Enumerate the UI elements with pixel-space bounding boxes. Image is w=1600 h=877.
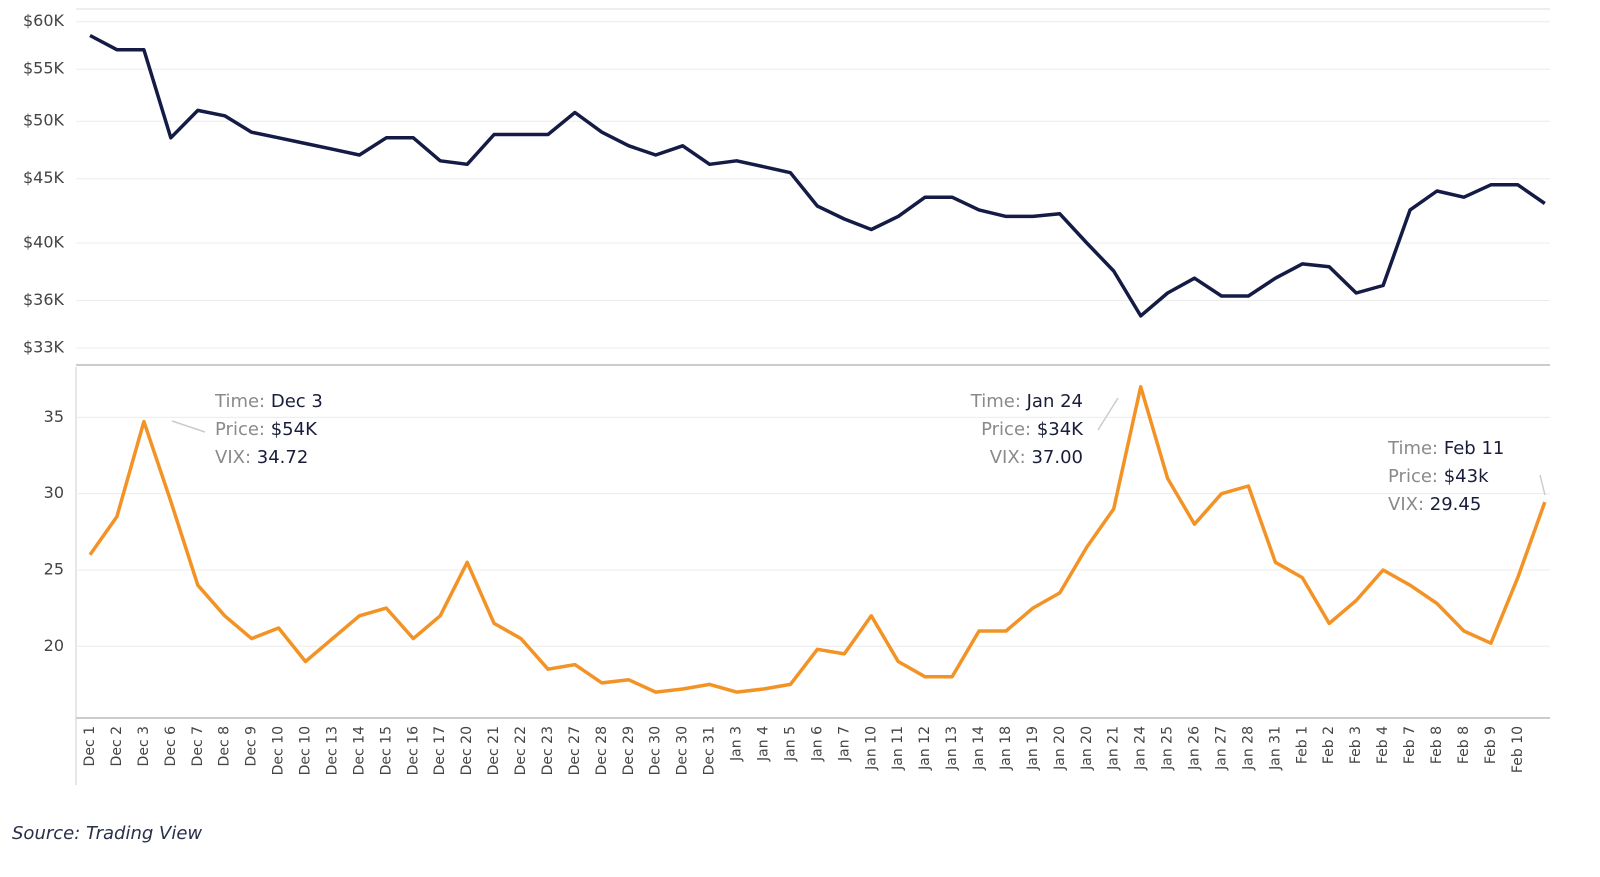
x-tick-label: Dec 21 <box>486 726 502 775</box>
x-tick-label: Feb 1 <box>1294 726 1310 764</box>
annotation-row: Time: Feb 11 <box>1387 438 1504 459</box>
annotation-value: 37.00 <box>1031 447 1083 468</box>
annotation-row: Price: $34K <box>981 419 1084 440</box>
y-tick-label: $60K <box>23 11 65 30</box>
y-tick-label: 35 <box>44 407 64 426</box>
annotation-label: Time: <box>970 391 1021 412</box>
annotation-row: Price: $54K <box>215 419 318 440</box>
y-tick-label: 25 <box>44 559 64 578</box>
y-tick-label: 30 <box>44 483 64 502</box>
annotation-row: Price: $43k <box>1388 466 1489 487</box>
x-tick-label: Dec 10 <box>298 726 314 775</box>
annotation-value: 34.72 <box>257 447 309 468</box>
x-tick-label: Jan 13 <box>944 726 960 771</box>
x-tick-label: Jan 12 <box>917 726 933 771</box>
x-tick-label: Jan 25 <box>1160 726 1176 771</box>
annotation-row: VIX: 29.45 <box>1388 494 1481 515</box>
annotation-label: Price: <box>981 419 1031 440</box>
x-tick-label: Jan 20 <box>1052 726 1068 771</box>
x-tick-label: Jan 24 <box>1133 726 1149 771</box>
x-tick-label: Dec 30 <box>648 726 664 775</box>
x-tick-label: Dec 10 <box>271 726 287 775</box>
annotation-value: 29.45 <box>1430 494 1482 515</box>
annotation-label: VIX: <box>990 447 1026 468</box>
annotation-label: Price: <box>1388 466 1438 487</box>
x-tick-label: Dec 6 <box>163 726 179 767</box>
x-tick-label: Jan 7 <box>836 726 852 762</box>
x-tick-label: Jan 31 <box>1267 726 1283 771</box>
x-tick-label: Jan 20 <box>1079 726 1095 771</box>
x-tick-label: Feb 8 <box>1456 726 1472 764</box>
annotation-value: Dec 3 <box>271 391 323 412</box>
annotation-label: Price: <box>215 419 265 440</box>
annotation-label: VIX: <box>215 447 251 468</box>
x-tick-label: Feb 7 <box>1402 726 1418 764</box>
annotation-row: VIX: 34.72 <box>215 447 308 468</box>
y-tick-label: $50K <box>23 111 65 130</box>
x-tick-label: Jan 21 <box>1106 726 1122 771</box>
y-tick-label: $33K <box>23 337 65 356</box>
x-tick-label: Feb 2 <box>1321 726 1337 764</box>
x-tick-label: Dec 1 <box>82 726 98 766</box>
x-tick-label: Dec 3 <box>136 726 152 766</box>
series-line <box>89 33 1546 318</box>
annotation-connector <box>171 420 206 433</box>
x-tick-label: Dec 15 <box>378 726 394 775</box>
annotation-connector <box>1539 474 1546 496</box>
x-tick-label: Dec 2 <box>109 726 125 766</box>
y-tick-label: $40K <box>23 232 65 251</box>
x-tick-label: Dec 17 <box>432 726 448 775</box>
annotation-value: $34K <box>1037 419 1084 440</box>
x-tick-label: Feb 4 <box>1375 726 1391 764</box>
annotation-value: $43k <box>1444 466 1489 487</box>
x-tick-label: Dec 8 <box>217 726 233 766</box>
x-tick-label: Feb 10 <box>1510 726 1526 773</box>
x-tick-label: Dec 30 <box>675 726 691 775</box>
annotation-value: Jan 24 <box>1026 391 1083 412</box>
annotation-row: VIX: 37.00 <box>990 447 1083 468</box>
x-tick-label: Jan 27 <box>1213 726 1229 771</box>
annotation-label: VIX: <box>1388 494 1424 515</box>
x-tick-label: Jan 28 <box>1240 726 1256 771</box>
x-tick-label: Jan 14 <box>971 726 987 771</box>
x-tick-label: Dec 9 <box>244 726 260 766</box>
y-tick-label: $36K <box>23 290 65 309</box>
x-tick-label: Dec 14 <box>351 726 367 775</box>
x-tick-label: Dec 28 <box>594 726 610 775</box>
x-tick-label: Jan 4 <box>756 726 772 762</box>
x-tick-label: Jan 18 <box>998 726 1014 771</box>
x-tick-label: Dec 20 <box>459 726 475 775</box>
annotation-row: Time: Dec 3 <box>214 391 323 412</box>
annotation-connector <box>1097 397 1119 431</box>
x-tick-label: Jan 5 <box>782 726 798 762</box>
annotation-row: Time: Jan 24 <box>970 391 1083 412</box>
x-tick-label: Dec 27 <box>567 726 583 775</box>
x-tick-label: Dec 29 <box>621 726 637 775</box>
x-tick-label: Dec 22 <box>513 726 529 775</box>
x-tick-label: Dec 23 <box>540 726 556 775</box>
x-tick-label: Jan 11 <box>890 726 906 771</box>
x-tick-label: Dec 13 <box>324 726 340 775</box>
x-tick-label: Jan 19 <box>1025 726 1041 771</box>
x-tick-label: Feb 3 <box>1348 726 1364 764</box>
x-tick-label: Dec 7 <box>190 726 206 766</box>
x-tick-label: Dec 16 <box>405 726 421 775</box>
x-tick-label: Feb 8 <box>1429 726 1445 764</box>
x-tick-label: Dec 31 <box>702 726 718 775</box>
y-tick-label: $45K <box>23 168 65 187</box>
x-tick-label: Jan 10 <box>863 726 879 771</box>
x-tick-label: Jan 6 <box>809 726 825 762</box>
annotation-label: Time: <box>1387 438 1438 459</box>
annotation-value: $54K <box>271 419 318 440</box>
y-tick-label: 20 <box>44 636 64 655</box>
annotation-value: Feb 11 <box>1444 438 1505 459</box>
x-tick-label: Feb 9 <box>1483 726 1499 764</box>
annotation-label: Time: <box>214 391 265 412</box>
y-tick-label: $55K <box>23 59 65 78</box>
series-line <box>88 385 1547 694</box>
x-tick-label: Jan 26 <box>1187 726 1203 771</box>
source-note: Source: Trading View <box>12 823 202 844</box>
x-tick-label: Jan 3 <box>729 726 745 762</box>
